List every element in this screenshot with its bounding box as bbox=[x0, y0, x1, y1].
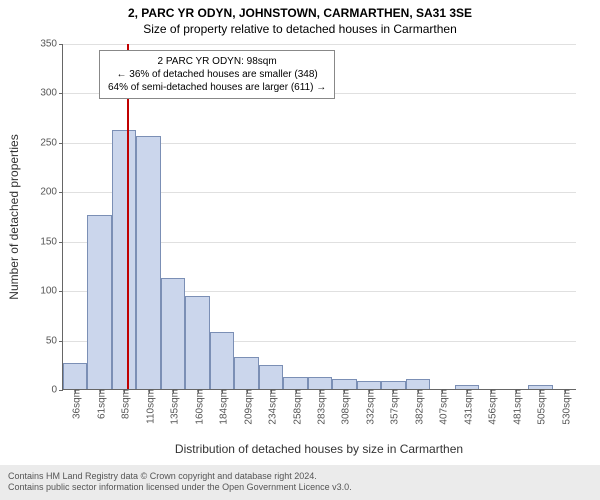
x-tick-label: 530sqm bbox=[557, 389, 572, 425]
annotation-box: 2 PARC YR ODYN: 98sqm← 36% of detached h… bbox=[99, 50, 335, 99]
x-tick-label: 505sqm bbox=[533, 389, 548, 425]
histogram-bar bbox=[259, 365, 283, 389]
chart-title-sub: Size of property relative to detached ho… bbox=[0, 20, 600, 36]
x-axis-label: Distribution of detached houses by size … bbox=[62, 442, 576, 456]
histogram-bar bbox=[136, 136, 160, 389]
histogram-bar bbox=[112, 130, 136, 389]
x-tick-label: 110sqm bbox=[141, 389, 156, 424]
histogram-bar bbox=[308, 377, 332, 389]
x-tick-label: 357sqm bbox=[386, 389, 401, 425]
annotation-line: ← 36% of detached houses are smaller (34… bbox=[108, 68, 326, 81]
histogram-bar bbox=[381, 381, 405, 389]
y-tick-label: 100 bbox=[40, 286, 63, 297]
x-tick-label: 258sqm bbox=[288, 389, 303, 425]
x-tick-label: 308sqm bbox=[337, 389, 352, 425]
x-tick-label: 61sqm bbox=[92, 389, 107, 419]
y-tick-label: 0 bbox=[51, 385, 63, 396]
x-tick-label: 481sqm bbox=[508, 389, 523, 425]
histogram-bar bbox=[234, 357, 258, 389]
histogram-bar bbox=[63, 363, 87, 389]
footer-line-1: Contains HM Land Registry data © Crown c… bbox=[8, 471, 592, 483]
histogram-bar bbox=[406, 379, 430, 389]
x-tick-label: 456sqm bbox=[484, 389, 499, 425]
annotation-line: 2 PARC YR ODYN: 98sqm bbox=[108, 55, 326, 68]
x-tick-label: 283sqm bbox=[313, 389, 328, 425]
footer-attribution: Contains HM Land Registry data © Crown c… bbox=[0, 465, 600, 500]
histogram-bar bbox=[210, 332, 234, 389]
histogram-bar bbox=[87, 215, 111, 389]
x-tick-label: 160sqm bbox=[190, 389, 205, 425]
x-tick-label: 135sqm bbox=[166, 389, 181, 425]
x-tick-label: 85sqm bbox=[117, 389, 132, 419]
y-axis-label: Number of detached properties bbox=[7, 134, 21, 299]
histogram-bar bbox=[185, 296, 209, 389]
y-tick-label: 200 bbox=[40, 187, 63, 198]
x-tick-label: 431sqm bbox=[459, 389, 474, 425]
y-tick-label: 350 bbox=[40, 39, 63, 50]
histogram-bar bbox=[357, 381, 381, 389]
y-tick-label: 300 bbox=[40, 88, 63, 99]
grid-line bbox=[63, 44, 576, 45]
histogram-bar bbox=[332, 379, 356, 389]
histogram-bar bbox=[283, 377, 307, 389]
x-tick-label: 382sqm bbox=[410, 389, 425, 425]
histogram-bar bbox=[161, 278, 185, 389]
y-tick-label: 150 bbox=[40, 236, 63, 247]
x-tick-label: 234sqm bbox=[264, 389, 279, 425]
x-tick-label: 209sqm bbox=[239, 389, 254, 425]
chart-title-main: 2, PARC YR ODYN, JOHNSTOWN, CARMARTHEN, … bbox=[0, 0, 600, 20]
plot-area: 05010015020025030035036sqm61sqm85sqm110s… bbox=[62, 44, 576, 390]
footer-line-2: Contains public sector information licen… bbox=[8, 482, 592, 494]
y-tick-label: 250 bbox=[40, 137, 63, 148]
annotation-line: 64% of semi-detached houses are larger (… bbox=[108, 81, 326, 94]
x-tick-label: 184sqm bbox=[215, 389, 230, 425]
x-tick-label: 407sqm bbox=[435, 389, 450, 425]
chart-container: 2, PARC YR ODYN, JOHNSTOWN, CARMARTHEN, … bbox=[0, 0, 600, 500]
x-tick-label: 332sqm bbox=[361, 389, 376, 425]
y-tick-label: 50 bbox=[46, 335, 63, 346]
x-tick-label: 36sqm bbox=[68, 389, 83, 419]
